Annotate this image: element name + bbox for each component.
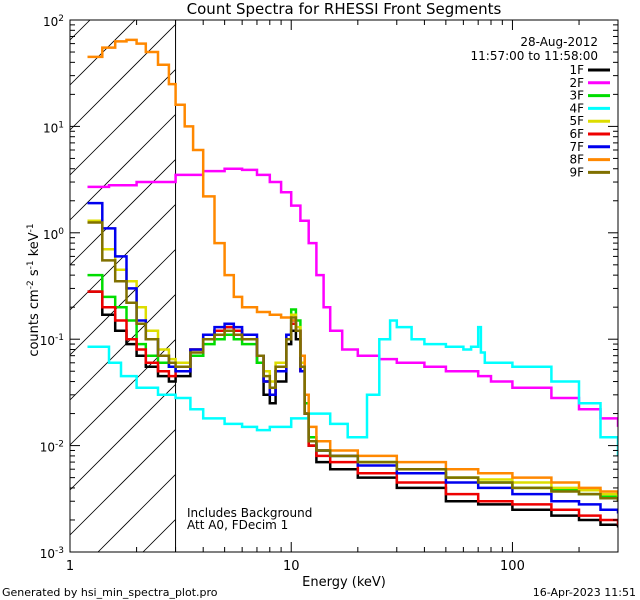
series-group xyxy=(87,38,618,528)
legend-label-9F: 9F xyxy=(569,165,584,179)
x-tick-label: 10 xyxy=(283,559,300,574)
series-line-6F xyxy=(87,290,618,525)
plot-frame xyxy=(69,19,619,553)
series-line-8F xyxy=(87,38,618,495)
annotation-attenuator: Att A0, FDecim 1 xyxy=(187,518,288,532)
timestamp-label: 16-Apr-2023 11:51 xyxy=(533,586,636,599)
chart-title: Count Spectra for RHESSI Front Segments xyxy=(187,0,502,18)
y-tick-labels: 10-3 10-2 10-1 100 101 102 xyxy=(40,14,65,561)
date-label: 28-Aug-2012 xyxy=(520,35,598,49)
x-tick-label: 100 xyxy=(500,559,525,574)
legend-label-6F: 6F xyxy=(569,127,584,141)
y-tick-label: 102 xyxy=(43,14,64,29)
time-range-label: 11:57:00 to 11:58:00 xyxy=(471,49,598,63)
series-line-4F xyxy=(87,319,618,456)
shaded-background-region xyxy=(70,20,177,552)
legend-label-7F: 7F xyxy=(569,140,584,154)
series-line-1F xyxy=(87,290,618,528)
axis-ticks xyxy=(69,19,619,553)
x-tick-label: 1 xyxy=(66,559,74,574)
legend-label-3F: 3F xyxy=(569,89,584,103)
legend-label-8F: 8F xyxy=(569,153,584,167)
y-tick-label: 10-2 xyxy=(40,440,64,455)
x-tick-labels: 1 10 100 xyxy=(66,559,525,574)
series-line-2F xyxy=(87,167,618,427)
legend-label-2F: 2F xyxy=(569,76,584,90)
y-tick-label: 101 xyxy=(43,120,64,135)
legend-label-1F: 1F xyxy=(569,63,584,77)
y-axis-label: counts cm-2 s-1 keV-1 xyxy=(26,223,42,356)
generated-by-label: Generated by hsi_min_spectra_plot.pro xyxy=(2,586,218,599)
annotation-background: Includes Background xyxy=(187,506,312,520)
legend-label-5F: 5F xyxy=(569,114,584,128)
series-line-7F xyxy=(87,201,618,514)
y-tick-label: 10-3 xyxy=(40,546,64,561)
y-tick-label: 100 xyxy=(43,227,64,242)
series-line-9F xyxy=(87,221,618,502)
y-tick-label: 10-1 xyxy=(40,333,64,348)
legend-label-4F: 4F xyxy=(569,101,584,115)
x-axis-label: Energy (keV) xyxy=(302,575,386,590)
